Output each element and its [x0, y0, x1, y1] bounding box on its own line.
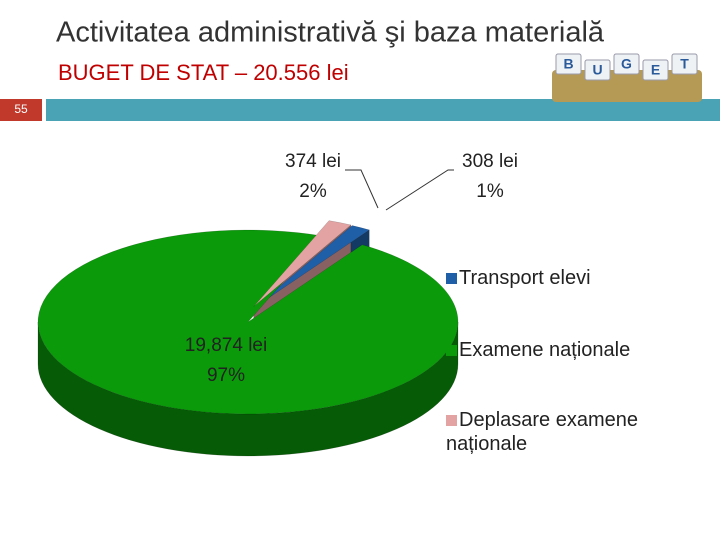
legend-item: Examene naționale [446, 338, 666, 362]
slice [253, 220, 352, 307]
slide-subtitle: BUGET DE STAT – 20.556 lei [58, 60, 349, 85]
logo-letter: U [592, 62, 602, 78]
logo-letter: B [563, 56, 573, 72]
data-label: 19,874 lei [185, 335, 267, 356]
legend-key [446, 273, 457, 284]
slide-number: 55 [14, 102, 28, 116]
legend-label: Transport elevi [459, 267, 591, 289]
legend-item: Transport elevi [446, 266, 666, 290]
leader-line [385, 169, 454, 211]
data-label: 374 lei [285, 151, 341, 172]
legend-label: Deplasare examene naționale [446, 409, 638, 455]
legend-key [446, 345, 457, 356]
slice [254, 225, 370, 308]
logo-letter: G [621, 56, 632, 72]
slide-number-box [0, 99, 42, 121]
logo-letter: T [680, 56, 689, 72]
data-label: 308 lei [462, 151, 518, 172]
logo-tile [613, 53, 640, 75]
legend-key [446, 415, 457, 426]
slice [37, 229, 459, 415]
logo-tile [671, 53, 698, 75]
legend-item: Deplasare examene naționale [446, 408, 666, 456]
leader-line [345, 169, 379, 209]
data-label-percent: 1% [476, 181, 504, 202]
slide-title: Activitatea administrativă şi baza mater… [56, 17, 605, 49]
data-label-percent: 97% [207, 365, 245, 386]
logo-tile [642, 59, 669, 81]
logo-tile [584, 59, 611, 81]
header-bar [46, 99, 720, 121]
logo-tile [555, 53, 582, 75]
logo-letter: E [651, 62, 660, 78]
data-label-percent: 2% [299, 181, 327, 202]
coins [552, 70, 702, 102]
legend-label: Examene naționale [459, 339, 631, 361]
